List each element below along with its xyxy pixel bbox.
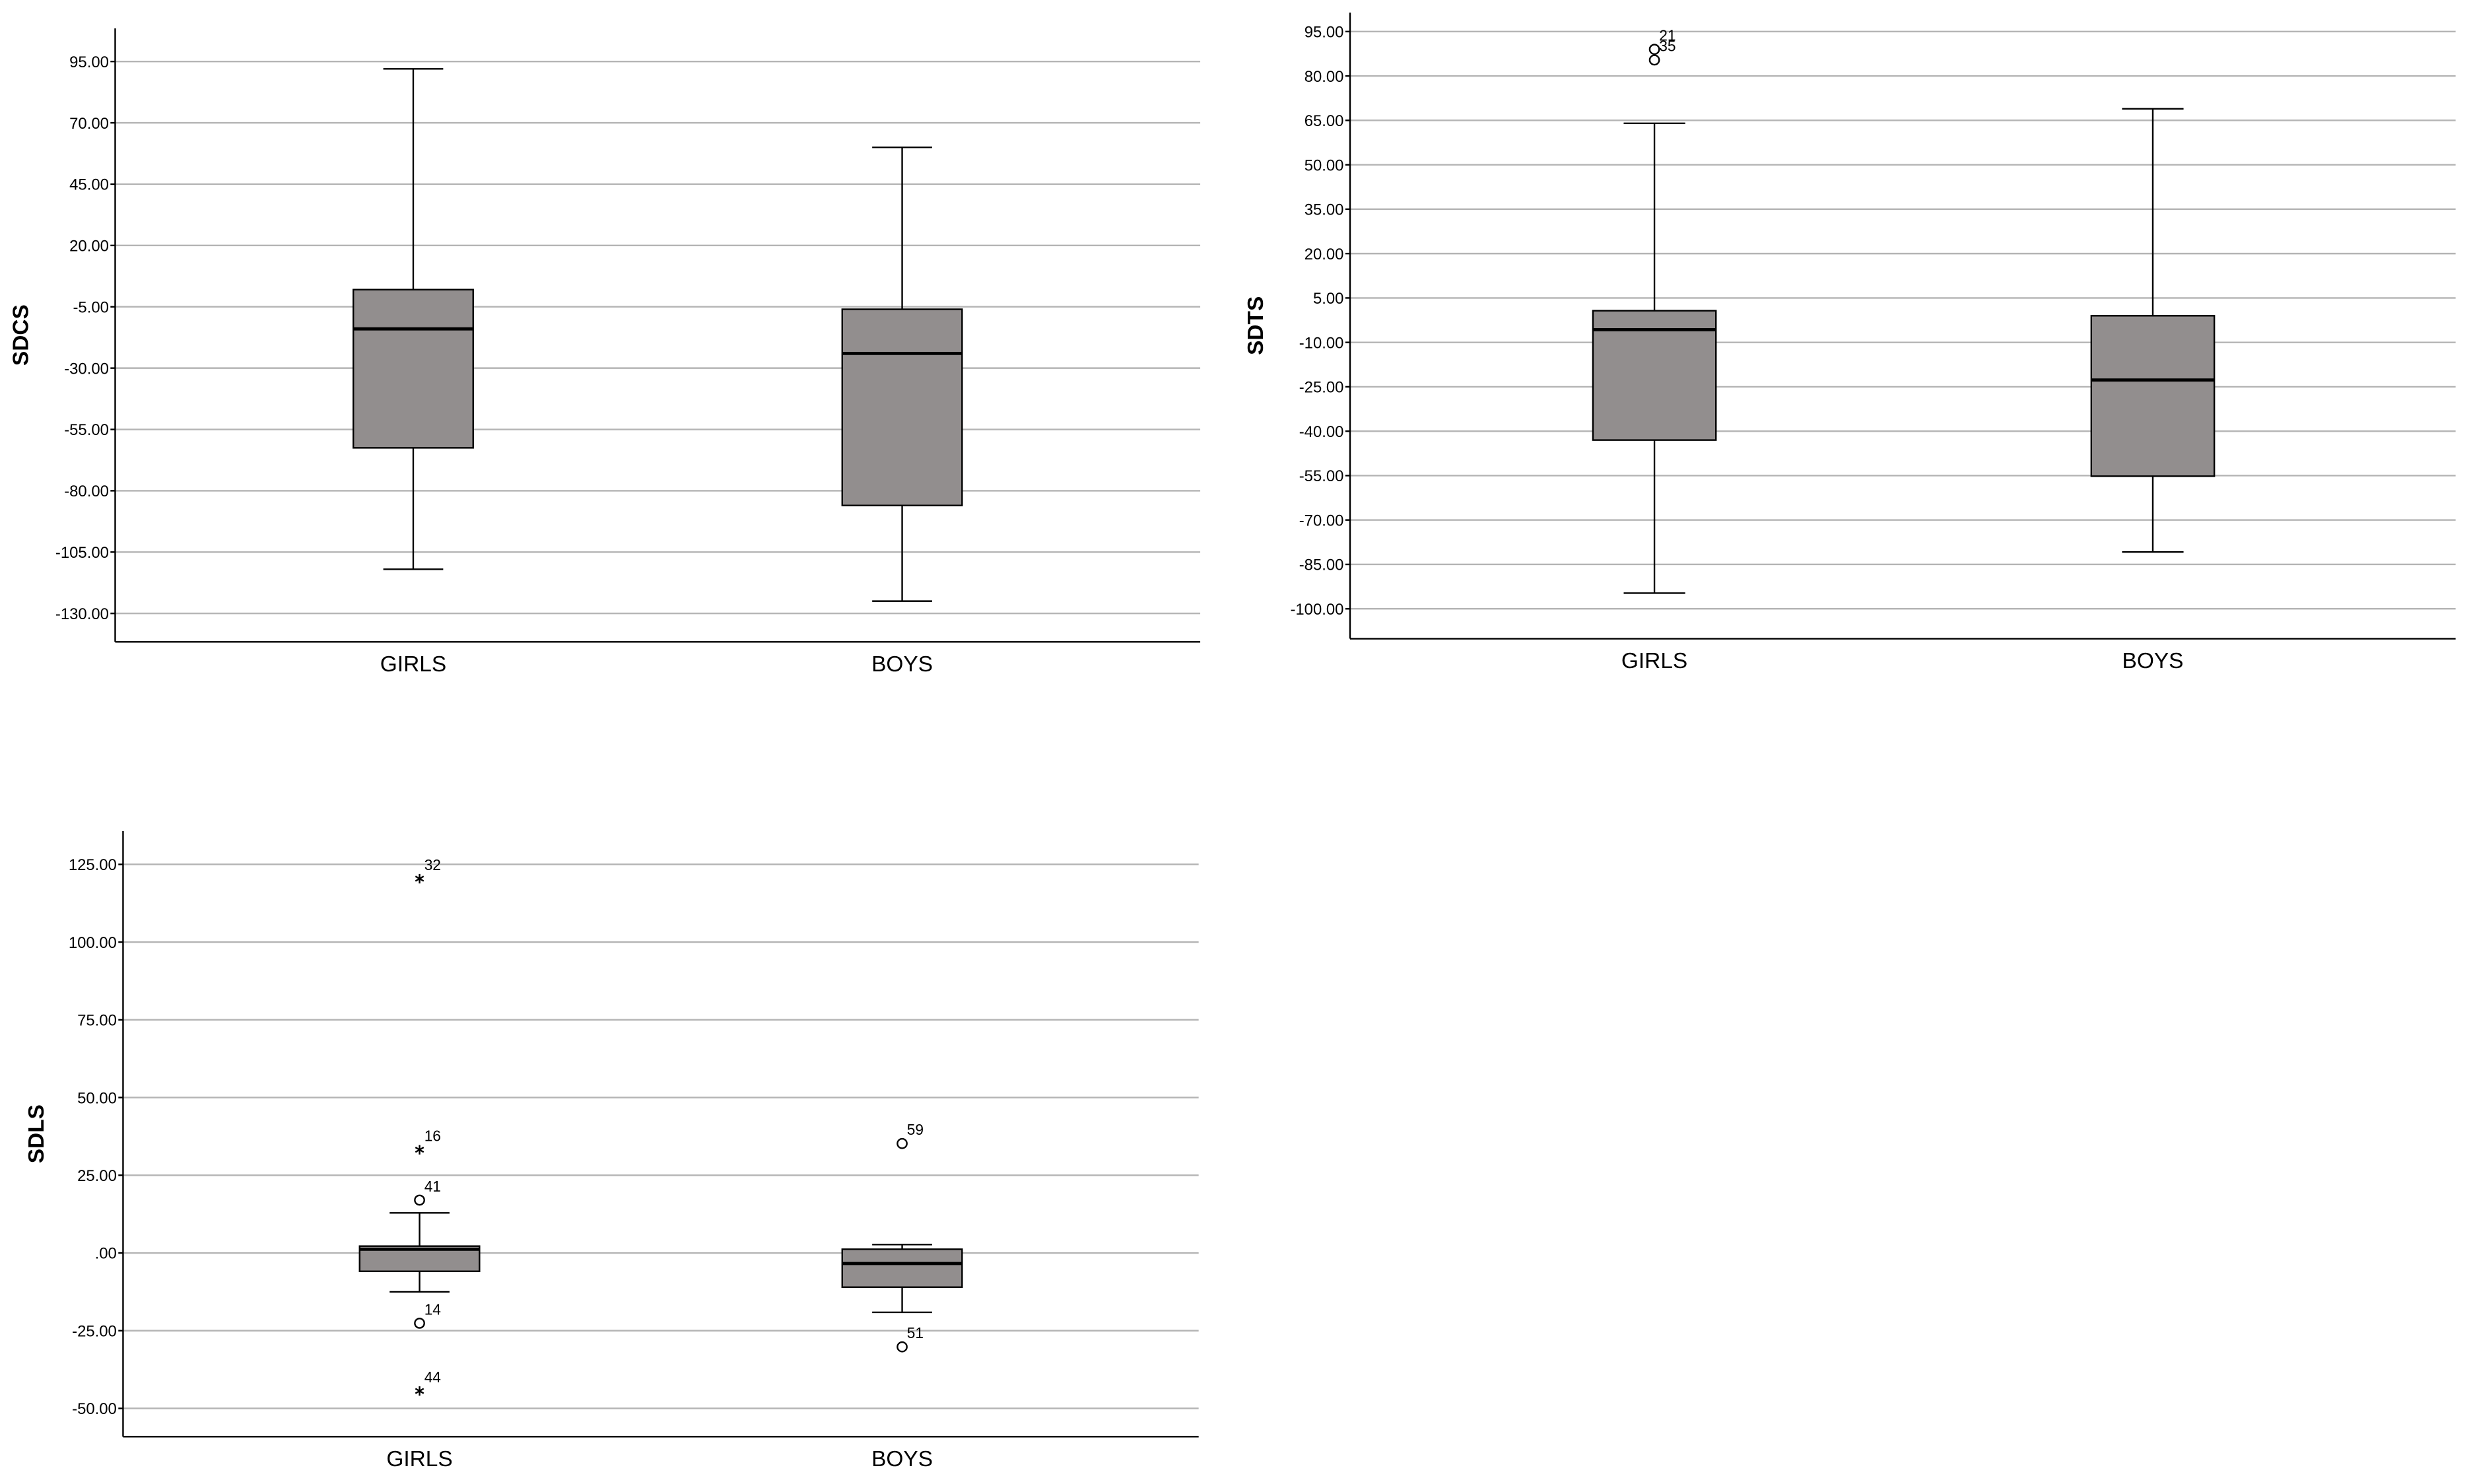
- outlier: [414, 1194, 425, 1206]
- y-axis-title: SDLS: [24, 1104, 49, 1163]
- outlier-label: 32: [424, 856, 441, 873]
- y-tick-label: 70.00: [69, 115, 109, 133]
- y-tick-label: 95.00: [69, 53, 109, 71]
- x-tick-label: BOYS: [2122, 649, 2184, 673]
- box-group: [352, 68, 474, 570]
- x-tick-label: BOYS: [871, 652, 933, 677]
- y-tick-label: 45.00: [69, 176, 109, 194]
- box: [1592, 310, 1717, 441]
- box-group: 59 51: [841, 1121, 963, 1353]
- y-tick-label: -105.00: [55, 544, 109, 562]
- y-tick-label: 125.00: [69, 856, 117, 874]
- outlier-extreme: [415, 873, 424, 884]
- box: [2090, 315, 2216, 477]
- y-tick-label: -55.00: [64, 421, 109, 439]
- outlier-label: 14: [424, 1300, 441, 1318]
- outlier-label: 51: [907, 1324, 924, 1341]
- outlier-label: 35: [1659, 38, 1676, 55]
- y-tick-label: -70.00: [1299, 512, 1344, 529]
- y-tick-label: 25.00: [77, 1167, 117, 1185]
- y-tick-label: -50.00: [72, 1400, 117, 1418]
- y-tick-label: 95.00: [1304, 24, 1344, 42]
- y-tick-label: 20.00: [1304, 246, 1344, 263]
- y-tick-label: 50.00: [77, 1089, 117, 1107]
- y-tick-label: 100.00: [69, 934, 117, 952]
- outlier: [1648, 44, 1660, 55]
- y-tick-label: -10.00: [1299, 334, 1344, 352]
- y-tick-label: -100.00: [1290, 601, 1343, 619]
- x-tick-label: GIRLS: [386, 1447, 452, 1471]
- outlier-extreme: [415, 1145, 424, 1155]
- y-tick-label: .00: [95, 1245, 117, 1263]
- outlier-label: 41: [424, 1178, 441, 1195]
- box-group: [2090, 108, 2216, 553]
- y-tick-label: 65.00: [1304, 112, 1344, 130]
- box-group: [841, 147, 963, 602]
- y-tick-label: 5.00: [1313, 290, 1343, 308]
- outlier: [414, 1318, 425, 1329]
- y-tick-label: 35.00: [1304, 201, 1344, 219]
- y-axis-title: SDTS: [1244, 296, 1268, 355]
- box: [352, 288, 474, 449]
- x-tick-label: GIRLS: [1621, 649, 1687, 673]
- box: [841, 308, 963, 506]
- y-tick-label: 75.00: [77, 1012, 117, 1030]
- y-tick-label: -85.00: [1299, 556, 1344, 574]
- y-tick-label: 80.00: [1304, 68, 1344, 86]
- y-tick-label: 50.00: [1304, 156, 1344, 174]
- y-axis-title: SDCS: [9, 304, 33, 366]
- y-tick-label: -55.00: [1299, 467, 1344, 485]
- outlier-label: 16: [424, 1128, 441, 1145]
- box-group: 32 16 41 14 44: [358, 856, 481, 1396]
- y-tick-label: -80.00: [64, 483, 109, 500]
- y-tick-label: -25.00: [1299, 379, 1344, 397]
- x-tick-label: BOYS: [871, 1447, 933, 1471]
- outlier-extreme: [415, 1386, 424, 1396]
- y-tick-label: -30.00: [64, 360, 109, 378]
- x-tick-label: GIRLS: [380, 652, 446, 677]
- y-tick-label: 20.00: [69, 238, 109, 255]
- outlier: [897, 1341, 908, 1353]
- y-tick-label: -5.00: [73, 298, 108, 316]
- outlier: [897, 1137, 908, 1149]
- box: [841, 1248, 963, 1289]
- y-tick-label: -40.00: [1299, 423, 1344, 441]
- outlier-label: 59: [907, 1121, 924, 1138]
- y-tick-label: -130.00: [55, 605, 109, 623]
- outlier-label: 44: [424, 1368, 441, 1386]
- y-tick-label: -25.00: [72, 1322, 117, 1340]
- outlier: [1648, 54, 1660, 66]
- outlier-label: 21: [1659, 27, 1676, 44]
